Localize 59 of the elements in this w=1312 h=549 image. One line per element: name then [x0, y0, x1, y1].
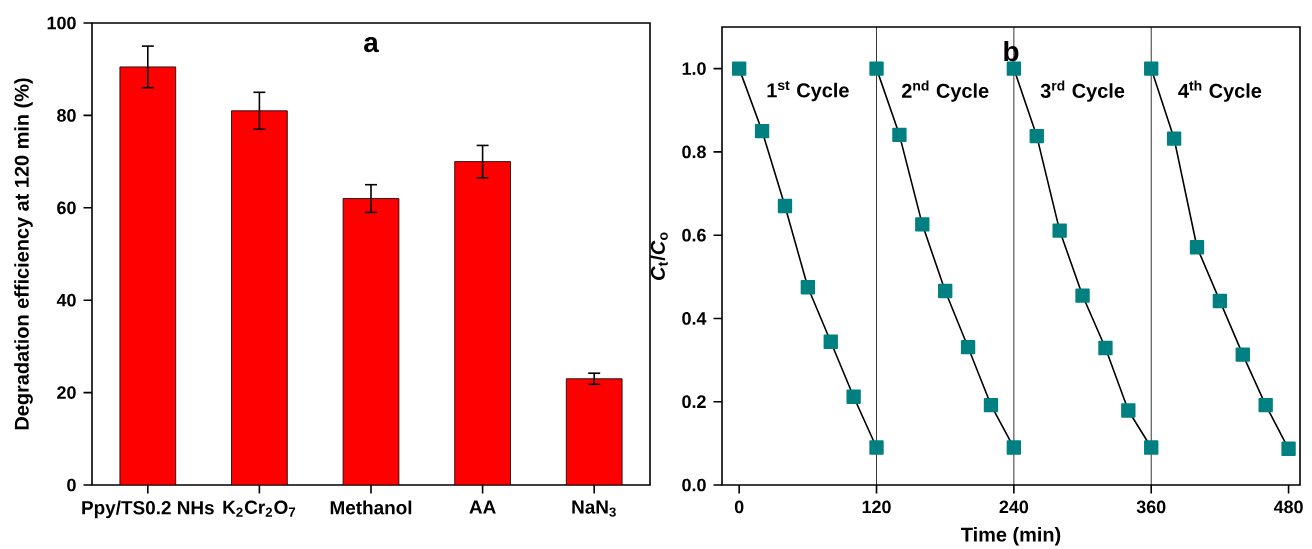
x-tick-label: 480	[1273, 500, 1303, 514]
chart-title: b	[1004, 40, 1019, 62]
point	[1098, 340, 1113, 356]
point	[983, 397, 999, 413]
y-tick-label: 0.4	[682, 312, 707, 325]
x-tick-label: K$_{2}$Cr$_{2}$O$_{7}$	[223, 500, 296, 517]
annotation: 3$^{rd}$ Cycle	[1040, 80, 1125, 102]
y-axis-title: Degradation efficiency at 120 min (%)	[14, 78, 33, 430]
x-tick-label: 0	[734, 500, 744, 514]
point	[1075, 288, 1090, 303]
point	[1006, 440, 1022, 455]
annotation: 4$^{th}$ Cycle	[1178, 80, 1262, 102]
point	[938, 283, 953, 299]
x-tick-label: 360	[1136, 500, 1166, 514]
point	[1121, 403, 1136, 418]
y-tick-label: 0.2	[682, 395, 706, 409]
point	[1166, 131, 1182, 146]
x-tick-label: Ppy/TS0.2 NHs	[82, 500, 214, 519]
point	[1144, 440, 1159, 455]
point	[960, 340, 976, 355]
point	[1189, 240, 1205, 255]
point	[869, 61, 884, 76]
point	[1006, 61, 1022, 76]
point	[1281, 441, 1296, 456]
point	[869, 440, 884, 455]
y-tick-label: 80	[57, 109, 76, 122]
point	[800, 280, 816, 295]
point	[1235, 347, 1250, 362]
y-tick-label: 40	[56, 293, 76, 307]
y-tick-label: 1.0	[682, 62, 706, 75]
annotation: 2$^{nd}$ Cycle	[901, 80, 989, 102]
y-tick-label: 0.8	[682, 145, 706, 159]
point	[754, 123, 770, 139]
x-tick-label: 240	[999, 500, 1029, 514]
point	[1258, 397, 1273, 413]
point	[1212, 293, 1228, 309]
point	[1029, 128, 1044, 144]
y-tick-label: 100	[47, 16, 76, 30]
annotation: 1$^{st}$ Cycle	[767, 80, 849, 102]
chart-title: a	[364, 36, 379, 53]
point	[823, 334, 838, 349]
y-tick-label: 60	[57, 201, 76, 215]
point	[1144, 61, 1159, 76]
x-axis-title: Time (min)	[961, 526, 1061, 546]
x-tick-label: 120	[862, 500, 891, 514]
y-tick-label: 0.6	[682, 228, 706, 242]
point	[732, 61, 747, 76]
y-tick-label: 0	[67, 478, 76, 492]
point	[777, 198, 793, 214]
y-tick-label: 20	[57, 386, 76, 399]
y-tick-label: 0.0	[682, 478, 706, 492]
point	[915, 217, 930, 232]
x-tick-label: AA	[469, 500, 496, 514]
point	[1052, 223, 1067, 238]
point	[892, 127, 907, 143]
point	[846, 389, 861, 404]
x-tick-label: Methanol	[330, 500, 412, 515]
y-axis-title: C$_{t}$/C$_{o}$	[650, 232, 668, 280]
x-tick-label: NaN$_{3}$	[572, 500, 616, 517]
